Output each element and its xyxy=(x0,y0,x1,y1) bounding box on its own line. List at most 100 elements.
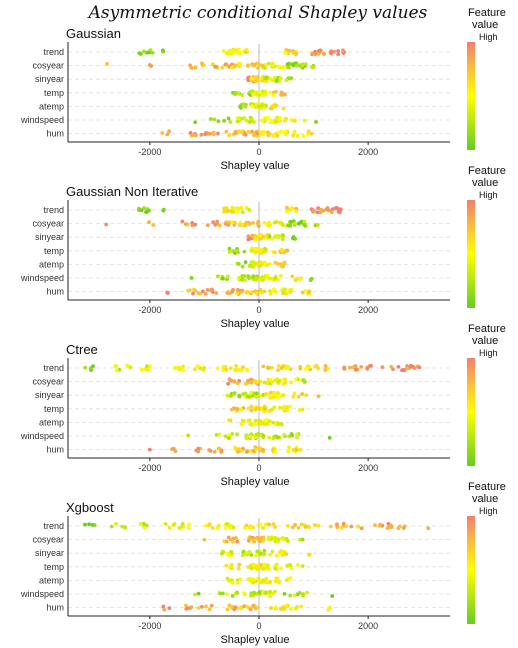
point-hum xyxy=(245,289,250,294)
y-tick-label: temp xyxy=(44,246,64,256)
point-cosyear xyxy=(261,538,266,543)
point-windspeed xyxy=(193,120,198,125)
point-hum xyxy=(285,603,290,608)
point-sinyear xyxy=(268,552,272,557)
point-sinyear xyxy=(274,79,279,83)
point-windspeed xyxy=(294,432,299,437)
point-atemp xyxy=(246,418,251,423)
point-cosyear xyxy=(238,62,243,66)
point-atemp xyxy=(250,577,254,582)
point-trend xyxy=(281,364,286,369)
point-windspeed xyxy=(252,590,256,595)
point-cosyear xyxy=(183,222,188,226)
point-sinyear xyxy=(258,393,262,398)
point-atemp xyxy=(239,422,244,427)
point-windspeed xyxy=(327,436,332,440)
point-windspeed xyxy=(260,590,265,595)
point-trend xyxy=(342,366,347,371)
point-windspeed xyxy=(208,117,213,121)
point-hum xyxy=(271,288,276,292)
point-atemp xyxy=(260,421,265,426)
point-trend xyxy=(316,206,321,211)
point-trend xyxy=(163,521,168,526)
point-trend xyxy=(329,49,334,54)
point-hum xyxy=(306,132,310,137)
point-trend xyxy=(316,51,321,56)
point-cosyear xyxy=(293,221,297,226)
point-sinyear xyxy=(281,393,286,398)
y-tick-label: hum xyxy=(46,445,64,455)
legend-high-label: High xyxy=(479,32,498,42)
point-hum xyxy=(268,289,272,293)
point-windspeed xyxy=(263,590,268,595)
point-sinyear xyxy=(273,393,278,397)
point-windspeed xyxy=(293,278,298,283)
point-temp xyxy=(295,563,300,567)
point-temp xyxy=(246,406,251,411)
point-atemp xyxy=(257,264,262,269)
point-trend xyxy=(329,210,334,215)
point-atemp xyxy=(268,262,272,266)
x-tick-label: -2000 xyxy=(138,147,161,157)
y-tick-label: temp xyxy=(44,88,64,98)
point-atemp xyxy=(246,577,251,582)
x-axis-label: Shapley value xyxy=(220,160,289,172)
point-trend xyxy=(235,209,240,214)
y-tick-label: hum xyxy=(46,129,64,139)
point-temp xyxy=(261,93,266,97)
point-hum xyxy=(267,131,272,136)
point-trend xyxy=(216,523,221,528)
point-hum xyxy=(235,291,239,296)
point-cosyear xyxy=(252,379,257,383)
y-tick-label: windspeed xyxy=(20,273,64,283)
point-temp xyxy=(249,566,254,571)
y-tick-label: hum xyxy=(46,603,64,613)
point-sinyear xyxy=(270,395,275,400)
panels: Gaussiantrendcosyearsinyeartempatempwind… xyxy=(20,7,506,646)
point-trend xyxy=(247,208,252,212)
point-hum xyxy=(237,606,242,611)
point-temp xyxy=(254,565,259,570)
point-trend xyxy=(139,367,144,372)
point-cosyear xyxy=(249,380,254,385)
point-hum xyxy=(255,605,259,610)
point-cosyear xyxy=(267,61,271,66)
point-trend xyxy=(141,206,146,211)
point-temp xyxy=(235,249,239,254)
point-trend xyxy=(215,366,220,371)
point-windspeed xyxy=(242,591,246,596)
point-trend xyxy=(223,526,228,531)
point-windspeed xyxy=(226,116,231,121)
point-windspeed xyxy=(228,120,233,124)
point-trend xyxy=(326,208,331,213)
point-hum xyxy=(275,133,280,138)
point-temp xyxy=(263,89,268,94)
point-cosyear xyxy=(202,537,207,542)
point-temp xyxy=(259,247,264,252)
point-windspeed xyxy=(230,594,235,598)
point-trend xyxy=(287,48,292,53)
point-cosyear xyxy=(259,535,264,540)
point-windspeed xyxy=(276,435,280,440)
point-trend xyxy=(109,524,114,529)
point-cosyear xyxy=(285,62,290,67)
point-hum xyxy=(211,130,216,135)
point-trend xyxy=(316,523,321,528)
point-hum xyxy=(227,133,232,138)
point-cosyear xyxy=(262,220,267,225)
point-windspeed xyxy=(298,277,302,281)
point-trend xyxy=(248,524,253,529)
point-temp xyxy=(224,563,229,568)
point-hum xyxy=(281,291,285,295)
point-sinyear xyxy=(270,549,275,554)
point-sinyear xyxy=(296,394,301,399)
point-hum xyxy=(273,450,277,454)
point-trend xyxy=(177,365,181,370)
point-cosyear xyxy=(284,536,289,541)
point-windspeed xyxy=(271,436,276,440)
point-trend xyxy=(150,50,155,55)
point-trend xyxy=(239,205,244,210)
point-hum xyxy=(196,291,201,296)
point-windspeed xyxy=(196,591,201,596)
